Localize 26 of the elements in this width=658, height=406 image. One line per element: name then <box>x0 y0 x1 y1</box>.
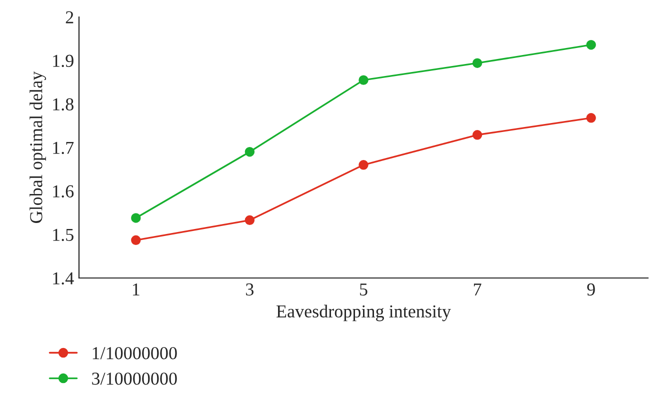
x-tick-label: 7 <box>474 284 482 296</box>
y-tick-label: 1.4 <box>53 272 74 285</box>
x-tick-label: 9 <box>587 283 595 296</box>
y-tick-label: 2 <box>66 11 74 24</box>
point <box>586 40 596 50</box>
y-tick-label: 1.5 <box>53 228 74 242</box>
point <box>472 130 482 140</box>
point <box>358 75 368 85</box>
point <box>472 58 482 68</box>
point <box>244 215 255 226</box>
y-tick-label: 1.7 <box>53 142 74 154</box>
point <box>358 160 368 170</box>
x-tick-label: 3 <box>246 283 254 296</box>
y-tick-label: 1.9 <box>53 54 74 68</box>
legend-label: 1/10000000 <box>92 347 177 360</box>
y-tick-label: 1.6 <box>53 185 74 198</box>
point <box>586 113 596 123</box>
point <box>131 213 141 223</box>
x-tick-label: 5 <box>360 284 368 296</box>
point <box>131 235 141 246</box>
y-axis-title: Global optimal delay <box>30 71 46 223</box>
x-tick-label: 1 <box>132 283 140 296</box>
legend-label: 3/10000000 <box>92 372 177 385</box>
x-axis-title: Eavesdropping intensity <box>276 304 451 322</box>
y-tick-label: 1.8 <box>53 98 74 111</box>
point <box>244 146 255 157</box>
